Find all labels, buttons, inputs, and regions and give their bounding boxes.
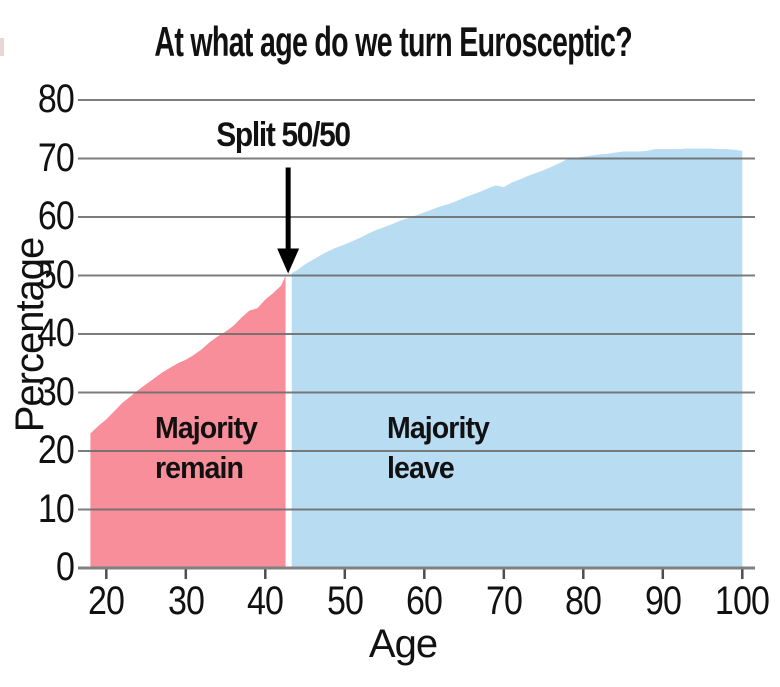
x-tick-label-50: 50: [326, 579, 364, 623]
split-arrow-head-icon: [277, 248, 300, 274]
y-tick-label-50: 50: [37, 252, 75, 297]
y-tick-label-70: 70: [37, 135, 75, 180]
x-tick-label-90: 90: [644, 579, 682, 623]
y-tick-label-0: 0: [55, 545, 75, 589]
chart-title: At what age do we turn Eurosceptic?: [154, 18, 633, 65]
x-tick-label-30: 30: [167, 579, 205, 623]
x-tick-label-70: 70: [485, 579, 523, 623]
x-tick-label-100: 100: [715, 579, 770, 623]
split-annotation-label: Split 50/50: [216, 116, 351, 154]
x-axis-tick-marks: [105, 569, 744, 579]
y-tick-label-10: 10: [37, 486, 75, 531]
x-tick-label-20: 20: [88, 579, 125, 623]
majority-leave-label-line2: leave: [387, 450, 455, 485]
y-tick-label-60: 60: [37, 194, 75, 238]
split-divider-line: [285, 276, 292, 567]
majority-leave-label-line1: Majority: [387, 410, 490, 445]
y-tick-label-40: 40: [37, 311, 75, 355]
x-tick-label-40: 40: [247, 579, 284, 623]
majority-leave-label: Majority leave: [387, 408, 490, 488]
majority-remain-label-line2: remain: [155, 450, 244, 485]
x-axis-title: Age: [368, 622, 438, 666]
x-tick-label-80: 80: [565, 579, 602, 623]
majority-remain-label-line1: Majority: [155, 410, 258, 445]
x-tick-label-60: 60: [406, 579, 443, 623]
y-tick-label-30: 30: [37, 369, 75, 414]
edge-artifact: [0, 38, 4, 56]
majority-leave-area: [291, 148, 743, 568]
y-tick-label-20: 20: [37, 428, 75, 472]
majority-remain-label: Majority remain: [155, 408, 258, 488]
majority-remain-area: [90, 275, 286, 568]
y-tick-label-80: 80: [37, 77, 75, 121]
